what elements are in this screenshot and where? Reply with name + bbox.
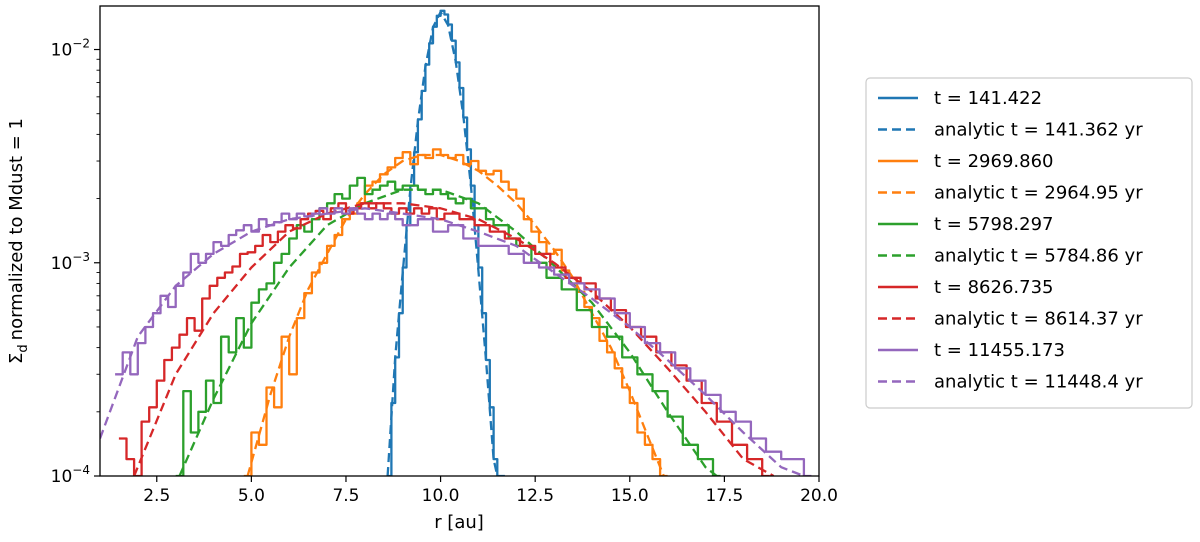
legend-label: analytic t = 8614.37 yr <box>934 309 1143 330</box>
legend-label: analytic t = 2964.95 yr <box>934 183 1143 204</box>
legend-label: t = 5798.297 <box>934 214 1053 235</box>
legend-label: t = 141.422 <box>934 88 1042 109</box>
x-tick-label: 12.5 <box>516 486 554 506</box>
series-layer <box>100 9 812 476</box>
legend-frame <box>865 77 1193 409</box>
y-axis-label-symbol: Σ <box>6 353 27 364</box>
legend-label: analytic t = 11448.4 yr <box>934 372 1143 393</box>
legend: t = 141.422 analytic t = 141.362 yr t = 29… <box>865 77 1193 409</box>
y-axis: 10−4 10−3 10−2 <box>51 37 100 487</box>
x-tick-label: 7.5 <box>332 486 359 506</box>
legend-label: t = 2969.860 <box>934 151 1053 172</box>
legend-label: t = 8626.735 <box>934 277 1053 298</box>
x-axis: 2.5 5.0 7.5 10.0 12.5 15.0 17.5 20.0 <box>143 476 838 506</box>
series-line-7 <box>133 202 775 476</box>
series-line-9 <box>100 207 805 476</box>
x-tick-label: 20.0 <box>800 486 838 506</box>
x-tick-label: 15.0 <box>611 486 649 506</box>
y-tick-label: 10−2 <box>51 37 90 61</box>
y-tick-label: 10−4 <box>51 463 90 487</box>
y-axis-label-text: normalized to Mdust = 1 <box>6 118 27 340</box>
x-tick-label: 17.5 <box>705 486 743 506</box>
x-tick-label: 5.0 <box>238 486 265 506</box>
x-axis-label: r [au] <box>434 512 484 533</box>
x-tick-label: 2.5 <box>143 486 170 506</box>
series-line-8 <box>115 207 812 476</box>
series-line-2 <box>243 148 668 476</box>
legend-items: t = 141.422 analytic t = 141.362 yr t = 29… <box>878 88 1143 393</box>
legend-label: analytic t = 141.362 yr <box>934 120 1143 141</box>
series-line-6 <box>118 202 770 476</box>
legend-label: t = 11455.173 <box>934 340 1065 361</box>
series-line-5 <box>178 188 718 476</box>
y-tick-label: 10−3 <box>51 250 90 274</box>
series-line-3 <box>246 153 665 476</box>
series-line-1 <box>386 10 499 476</box>
legend-label: analytic t = 5784.86 yr <box>934 246 1143 267</box>
series-line-4 <box>175 176 721 476</box>
x-tick-label: 10.0 <box>422 486 460 506</box>
plot-frame <box>99 5 820 477</box>
y-axis-label: Σd normalized to Mdust = 1 <box>6 118 31 364</box>
y-axis-label-subscript: d <box>16 344 31 352</box>
